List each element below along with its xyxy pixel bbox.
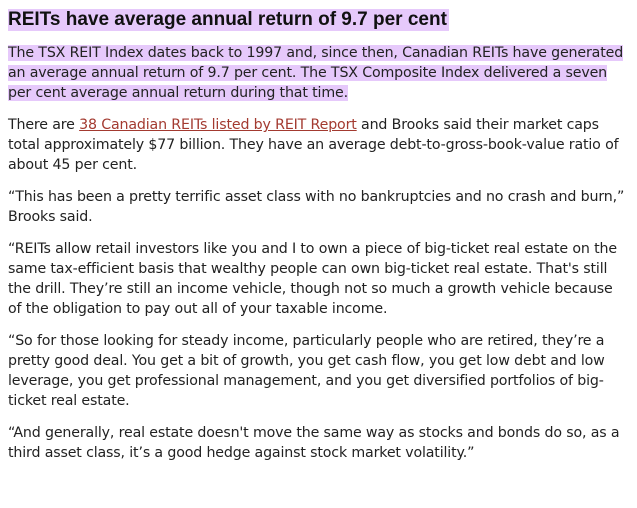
paragraph-highlighted-intro: The TSX REIT Index dates back to 1997 an… bbox=[8, 43, 627, 103]
article-headline: REITs have average annual return of 9.7 … bbox=[8, 8, 627, 32]
paragraph-quote-asset-class: “This has been a pretty terrific asset c… bbox=[8, 189, 625, 225]
reit-count-text-after: and Brooks said their market caps total … bbox=[8, 117, 619, 173]
paragraph-quote-hedge: “And generally, real estate doesn't move… bbox=[8, 425, 620, 461]
paragraph-reit-count: There are 38 Canadian REITs listed by RE… bbox=[8, 115, 627, 175]
paragraph-quote-steady-income: “So for those looking for steady income,… bbox=[8, 333, 605, 409]
headline-text: REITs have average annual return of 9.7 … bbox=[8, 9, 449, 31]
intro-text: The TSX REIT Index dates back to 1997 an… bbox=[8, 45, 624, 101]
paragraph-quote-retail-investors: “REITs allow retail investors like you a… bbox=[8, 241, 617, 317]
reit-count-text-before: There are bbox=[8, 117, 80, 133]
article-body: REITs have average annual return of 9.7 … bbox=[8, 8, 627, 461]
reit-report-link[interactable]: 38 Canadian REITs listed by REIT Report bbox=[79, 117, 357, 133]
